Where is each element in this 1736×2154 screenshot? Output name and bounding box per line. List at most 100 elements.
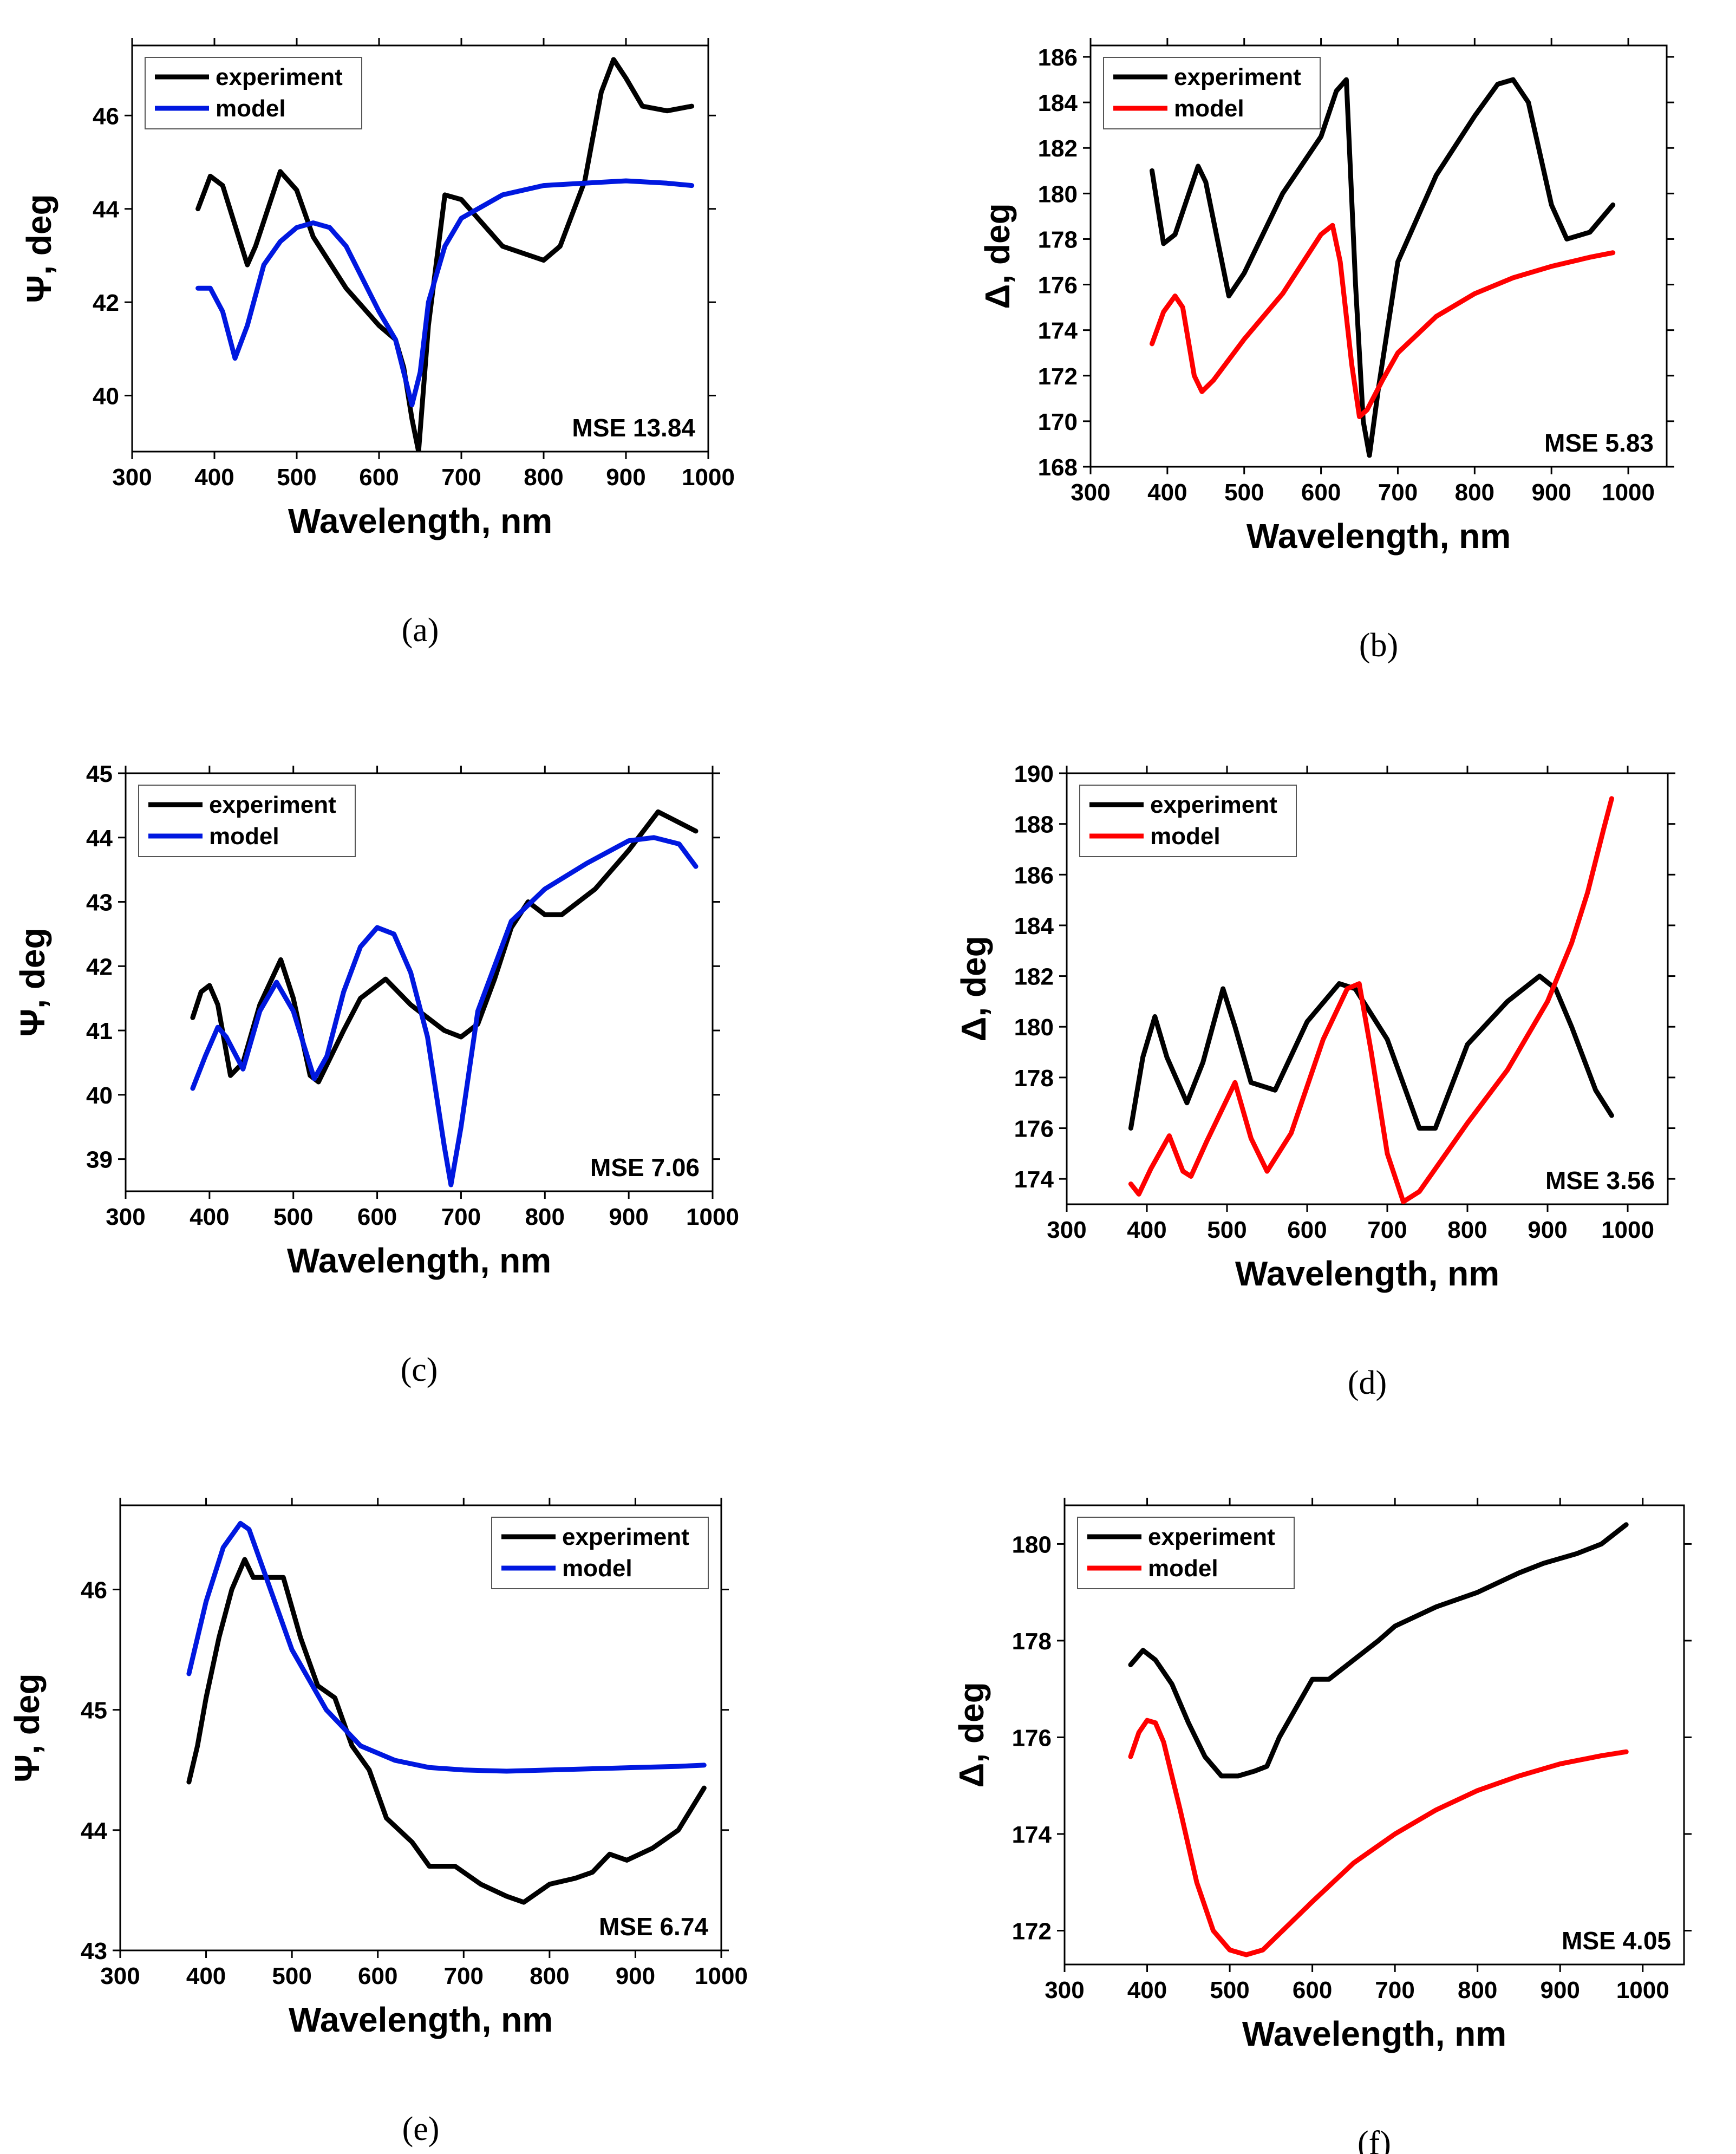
y-tick-label: 190 [1014,761,1054,787]
y-tick-label: 41 [86,1018,113,1045]
series-line-model [190,835,699,1187]
y-tick-label: 172 [1012,1918,1052,1945]
x-tick-label: 1000 [1616,1977,1669,2003]
x-tick-label: 500 [277,464,316,491]
legend-label-model: model [209,823,279,850]
series-line-model [195,178,695,408]
y-axis-title: Δ, deg [954,936,993,1041]
x-tick-label: 800 [530,1963,569,1989]
panel-label: (e) [402,2111,440,2148]
legend-label-experiment: experiment [1148,1524,1275,1550]
x-tick-label: 800 [525,1204,565,1230]
x-axis-title: Wavelength, nm [289,2000,553,2039]
mse-annotation: MSE 13.84 [572,414,695,442]
series-line-experiment [190,809,699,1085]
legend-box [145,57,362,129]
y-tick-label: 46 [93,103,119,129]
y-axis-title: Ψ, deg [8,1673,47,1782]
legend-box [1103,57,1321,129]
panel-label: (f) [1358,2125,1391,2154]
x-tick-label: 900 [616,1963,655,1989]
legend-label-model: model [1150,823,1221,850]
x-tick-label: 700 [441,1204,481,1230]
x-tick-label: 400 [1147,479,1187,506]
plot-frame [1066,772,1669,1205]
y-axis-title: Ψ, deg [13,928,52,1036]
series-line-model [186,1520,707,1774]
x-tick-label: 700 [1378,479,1418,506]
chart-panel-1: 300 400 500 600 700 800 900 1000 40 42 44 46 Wavelen… [19,38,735,649]
x-tick-label: 900 [1531,479,1571,506]
series-line-experiment [195,57,695,452]
x-tick-label: 600 [1301,479,1341,506]
mse-annotation: MSE 3.56 [1545,1166,1655,1195]
x-tick-label: 800 [1458,1977,1497,2003]
y-tick-label: 174 [1012,1822,1052,1848]
legend-label-model: model [562,1555,632,1582]
x-tick-label: 300 [112,464,152,491]
x-tick-label: 500 [1210,1977,1249,2003]
x-axis-title: Wavelength, nm [1235,1254,1499,1293]
x-tick-label: 600 [1287,1217,1327,1243]
y-tick-label: 42 [86,954,113,980]
legend-box [1077,1517,1295,1589]
series-line-model [1128,796,1614,1204]
x-tick-label: 900 [1540,1977,1580,2003]
x-tick-label: 900 [1528,1217,1567,1243]
y-tick-label: 180 [1014,1014,1054,1041]
y-axis-title: Δ, deg [952,1682,991,1787]
y-tick-label: 188 [1014,812,1054,838]
y-tick-label: 186 [1014,862,1054,889]
chart-panel-2: 300 400 500 600 700 800 900 1000 168 170 172 174 176… [978,38,1674,664]
x-tick-label: 700 [441,464,481,491]
x-tick-label: 300 [106,1204,145,1230]
series-line-model [1150,223,1616,419]
x-tick-label: 300 [1045,1977,1084,2003]
y-tick-label: 43 [81,1938,107,1964]
x-tick-label: 600 [359,464,399,491]
legend-box [138,785,356,857]
x-tick-label: 300 [1071,479,1110,506]
x-tick-label: 500 [272,1963,311,1989]
y-tick-label: 184 [1014,913,1054,939]
y-tick-label: 176 [1014,1116,1054,1143]
mse-annotation: MSE 7.06 [590,1153,700,1182]
y-tick-label: 46 [81,1577,107,1604]
y-tick-label: 182 [1014,964,1054,990]
x-tick-label: 500 [1207,1217,1246,1243]
x-tick-label: 600 [1293,1977,1332,2003]
y-axis-title: Ψ, deg [19,194,58,303]
y-tick-label: 176 [1012,1725,1052,1751]
chart-panel-6: 300 400 500 600 700 800 900 1000 172 174 176 178 180… [952,1498,1692,2154]
y-tick-label: 178 [1014,1065,1054,1092]
legend-label-model: model [1148,1555,1218,1582]
legend-label-experiment: experiment [562,1524,689,1550]
legend-label-experiment: experiment [1150,792,1277,818]
y-tick-label: 178 [1038,226,1078,253]
legend-label-experiment: experiment [216,64,343,90]
chart-panel-3: 300 400 500 600 700 800 900 1000 39 40 41 42 43 44 45 W… [13,761,739,1388]
y-tick-label: 178 [1012,1628,1052,1655]
x-tick-label: 300 [1047,1217,1086,1243]
panel-label: (d) [1348,1365,1387,1401]
panel-label: (b) [1359,627,1398,664]
chart-panel-4: 300 400 500 600 700 800 900 1000 174 176 178 180 182… [954,761,1675,1401]
y-tick-label: 180 [1038,181,1078,207]
y-tick-label: 184 [1038,90,1078,116]
y-tick-label: 43 [86,890,113,916]
chart-panel-5: 300 400 500 600 700 800 900 1000 43 44 45 46 Wavelen… [8,1498,748,2148]
x-tick-label: 300 [100,1963,140,1989]
x-tick-label: 1000 [1601,1217,1654,1243]
y-tick-label: 40 [86,1082,113,1109]
y-tick-label: 44 [86,825,113,852]
x-tick-label: 600 [358,1963,397,1989]
series-line-experiment [186,1557,707,1905]
x-tick-label: 700 [444,1963,484,1989]
mse-annotation: MSE 4.05 [1562,1927,1671,1955]
y-tick-label: 168 [1038,454,1078,481]
plot-frame [1063,1504,1685,1966]
series-line-experiment [1128,1522,1629,1779]
y-tick-label: 170 [1038,409,1078,435]
y-tick-label: 40 [93,383,119,410]
